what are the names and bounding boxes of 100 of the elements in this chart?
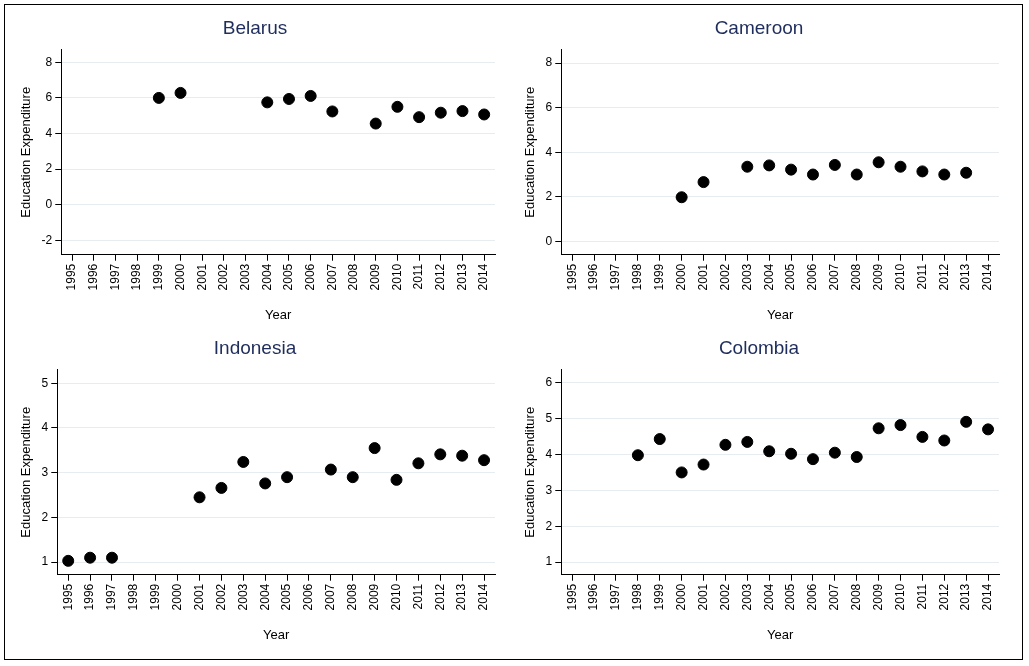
y-tick-label: 6 bbox=[45, 90, 53, 105]
point bbox=[741, 160, 754, 173]
chart-title: Belarus bbox=[222, 16, 288, 38]
x-tick-label: 2005 bbox=[783, 263, 798, 291]
point bbox=[675, 191, 688, 204]
point bbox=[850, 451, 863, 463]
point bbox=[390, 473, 403, 486]
point bbox=[872, 156, 885, 169]
y-tick-label: 6 bbox=[545, 375, 553, 390]
x-tick-label: 1995 bbox=[64, 263, 79, 291]
x-tick-label: 1998 bbox=[129, 263, 144, 291]
x-tick-label: 2011 bbox=[411, 263, 426, 290]
x-tick-label: 1999 bbox=[151, 263, 166, 291]
point bbox=[368, 442, 381, 455]
point bbox=[916, 165, 929, 178]
x-tick-label: 1997 bbox=[104, 583, 119, 611]
y-tick-label: 0 bbox=[545, 233, 553, 248]
point bbox=[850, 168, 863, 181]
point bbox=[806, 168, 819, 181]
point bbox=[478, 108, 491, 121]
x-tick-label: 2008 bbox=[345, 583, 360, 611]
chart-title: Cameroon bbox=[714, 16, 804, 38]
point bbox=[763, 159, 776, 172]
y-tick-label: 5 bbox=[41, 375, 49, 390]
x-tick-label: 2004 bbox=[761, 583, 776, 611]
x-tick-label: 2014 bbox=[980, 583, 995, 611]
point bbox=[894, 160, 907, 173]
y-tick-label: 2 bbox=[545, 518, 553, 533]
x-tick-label: 2012 bbox=[936, 263, 951, 291]
point bbox=[741, 435, 754, 448]
point bbox=[215, 481, 228, 494]
point bbox=[960, 166, 973, 179]
x-tick-label: 1999 bbox=[148, 583, 163, 611]
x-tick-label: 2013 bbox=[958, 263, 973, 291]
x-tick-label: 2005 bbox=[783, 583, 798, 611]
x-tick-label: 1999 bbox=[652, 583, 667, 611]
point bbox=[456, 449, 469, 462]
point bbox=[152, 91, 165, 104]
x-tick-label: 2010 bbox=[388, 583, 403, 611]
point bbox=[982, 423, 995, 436]
point bbox=[174, 86, 187, 99]
x-tick-label: 2013 bbox=[454, 263, 469, 291]
y-tick-label: 2 bbox=[545, 189, 553, 204]
x-tick-label: 2014 bbox=[476, 263, 491, 291]
y-tick-label: 4 bbox=[41, 420, 49, 435]
point bbox=[916, 430, 929, 443]
point bbox=[938, 168, 951, 181]
x-tick-label: 1997 bbox=[608, 583, 623, 611]
point bbox=[259, 477, 272, 490]
point bbox=[697, 176, 710, 189]
x-tick-label: 2000 bbox=[673, 583, 688, 611]
y-axis-title: Education Expenditure bbox=[18, 406, 34, 538]
y-tick-label: 1 bbox=[41, 554, 49, 569]
y-tick-label: 6 bbox=[545, 100, 553, 115]
x-tick-label: 1999 bbox=[652, 263, 667, 291]
point bbox=[785, 163, 798, 176]
x-tick-label: 1998 bbox=[630, 583, 645, 611]
x-tick-label: 1996 bbox=[586, 263, 601, 291]
x-tick-label: 2009 bbox=[368, 263, 383, 291]
x-tick-label: 2003 bbox=[235, 583, 250, 611]
chart-title: Indonesia bbox=[213, 336, 297, 358]
x-tick-label: 2006 bbox=[301, 583, 316, 611]
point bbox=[675, 466, 688, 479]
x-tick-label: 1997 bbox=[107, 263, 122, 291]
point bbox=[326, 105, 339, 118]
y-tick-label: 5 bbox=[545, 410, 553, 425]
point bbox=[413, 111, 426, 124]
x-tick-label: 2004 bbox=[761, 263, 776, 291]
x-axis-title: Year bbox=[767, 626, 794, 642]
x-tick-label: 1996 bbox=[586, 583, 601, 611]
point bbox=[785, 447, 798, 460]
point bbox=[324, 463, 337, 476]
y-tick-label: 3 bbox=[545, 482, 553, 497]
x-tick-label: 2006 bbox=[805, 583, 820, 611]
x-tick-label: 2002 bbox=[216, 263, 231, 291]
point bbox=[763, 445, 776, 458]
x-tick-label: 2010 bbox=[892, 263, 907, 291]
y-axis-title: Education Expenditure bbox=[18, 86, 34, 218]
x-tick-label: 2000 bbox=[169, 583, 184, 611]
x-tick-label: 2002 bbox=[717, 583, 732, 611]
x-tick-label: 2001 bbox=[191, 583, 206, 611]
point bbox=[653, 433, 666, 446]
y-axis-title: Education Expenditure bbox=[522, 86, 538, 218]
x-tick-label: 2002 bbox=[717, 263, 732, 291]
x-tick-label: 1995 bbox=[564, 263, 579, 291]
x-tick-label: 2012 bbox=[936, 583, 951, 611]
point bbox=[828, 446, 841, 459]
point bbox=[369, 117, 382, 130]
x-tick-label: 2008 bbox=[849, 263, 864, 291]
x-tick-label: 2008 bbox=[849, 583, 864, 611]
point bbox=[282, 92, 295, 105]
x-tick-label: 2012 bbox=[433, 263, 448, 291]
x-tick-label: 1995 bbox=[564, 583, 579, 611]
x-tick-label: 2013 bbox=[958, 583, 973, 611]
point bbox=[281, 471, 294, 484]
x-tick-label: 2013 bbox=[454, 583, 469, 611]
y-tick-label: 8 bbox=[545, 55, 553, 70]
point bbox=[806, 453, 819, 466]
point bbox=[391, 100, 404, 113]
point bbox=[105, 551, 118, 564]
